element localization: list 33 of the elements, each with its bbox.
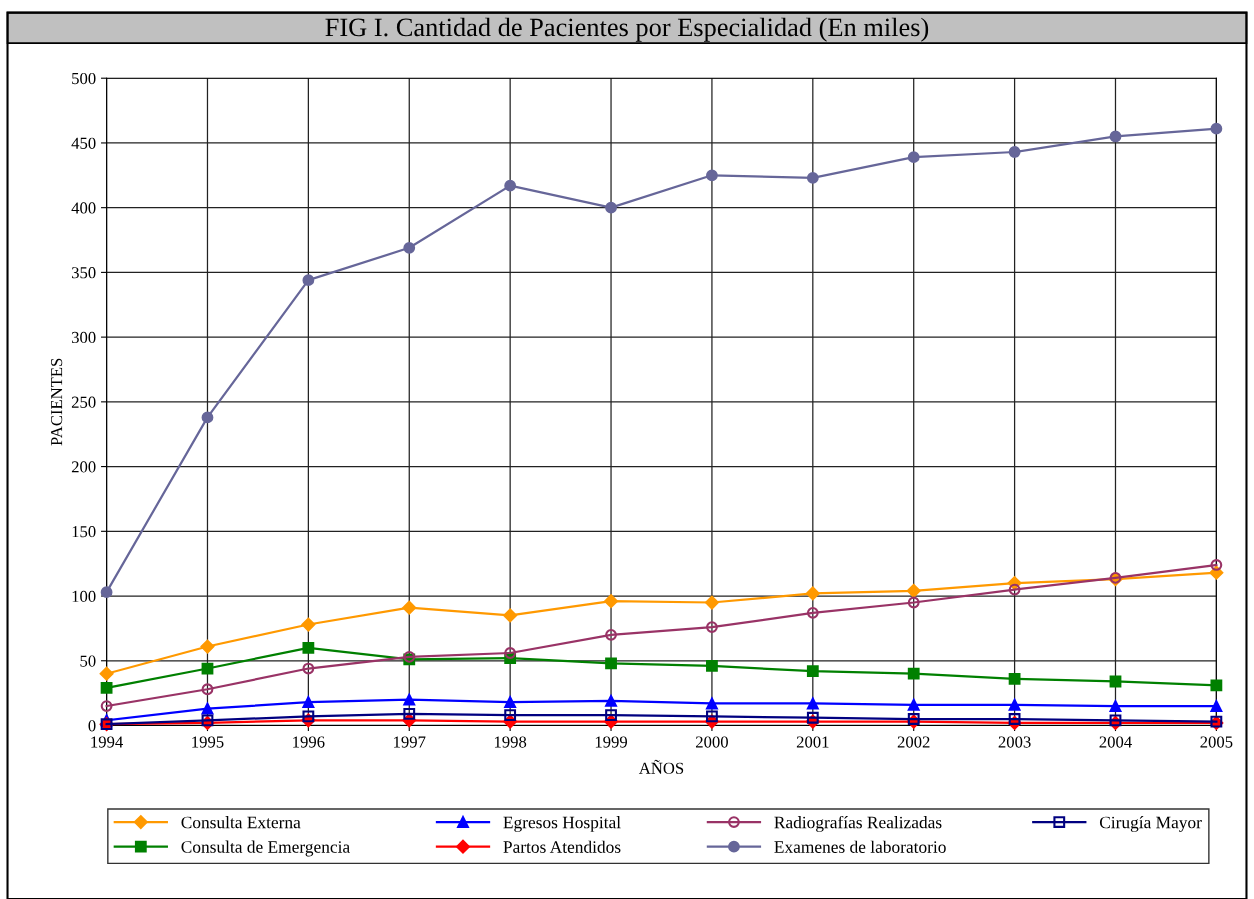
x-tick-label: 1999 <box>595 736 628 748</box>
x-tick-label: 1995 <box>192 736 224 748</box>
legend-label: Partos Atendidos <box>503 840 621 853</box>
y-tick-label: 0 <box>88 720 96 732</box>
y-axis-title: PACIENTES <box>51 358 63 446</box>
y-tick-label: 250 <box>71 396 96 408</box>
y-tick-label: 150 <box>72 526 96 538</box>
legend-label: Consulta Externa <box>181 816 301 829</box>
x-tick-label: 2003 <box>998 736 1031 748</box>
x-axis-title: AÑOS <box>638 759 684 774</box>
y-tick-label: 450 <box>71 137 96 149</box>
legend-label: Radiografías Realizadas <box>774 815 942 832</box>
legend-label: Consulta de Emergencia <box>181 840 350 857</box>
y-tick-label: 300 <box>71 331 96 344</box>
x-tick-label: 2004 <box>1099 736 1132 748</box>
legend-label: Cirugía Mayor <box>1099 816 1202 832</box>
x-tick-label: 2005 <box>1200 736 1233 748</box>
y-tick-label: 350 <box>71 267 96 279</box>
legend-label: Egresos Hospital <box>503 816 621 832</box>
y-tick-label: 50 <box>80 655 96 667</box>
x-tick-label: 2002 <box>897 736 930 748</box>
legend-label: Examenes de laboratorio <box>774 840 946 853</box>
x-tick-label: 2000 <box>696 736 728 748</box>
y-tick-label: 500 <box>72 72 96 85</box>
x-tick-label: 2001 <box>796 736 829 748</box>
chart-title: FIG I. Cantidad de Pacientes por Especialidad (En miles) <box>325 17 929 42</box>
y-tick-label: 100 <box>72 590 96 602</box>
x-tick-label: 1997 <box>394 736 426 748</box>
x-tick-label: 1998 <box>494 736 527 748</box>
y-tick-label: 200 <box>71 461 96 473</box>
x-tick-label: 1994 <box>91 736 123 748</box>
y-tick-label: 400 <box>71 202 96 214</box>
x-tick-label: 1996 <box>293 736 325 748</box>
